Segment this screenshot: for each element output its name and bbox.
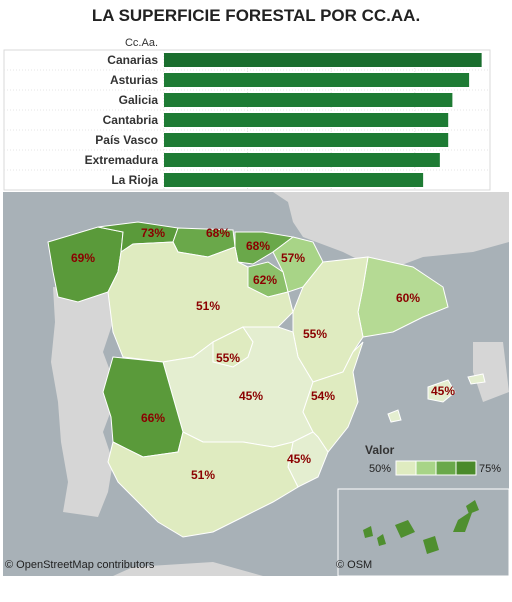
- legend-swatch: [435, 460, 457, 476]
- bar-category-label: Asturias: [110, 73, 158, 87]
- map-label-castilla-la-mancha: 45%: [239, 389, 263, 403]
- legend-swatch: [455, 460, 477, 476]
- map-label-baleares: 45%: [431, 384, 455, 398]
- map-label-país-vasco: 68%: [246, 239, 270, 253]
- map-label-la-rioja: 62%: [253, 273, 277, 287]
- map-labels: 69% 73% 68% 68% 57% 62% 51% 60% 55% 55% 45% 66% 54% 4…: [71, 226, 455, 482]
- bar-category-label: Canarias: [107, 53, 158, 67]
- bar-cantabria[interactable]: [164, 113, 449, 127]
- map-label-madrid: 55%: [216, 351, 240, 365]
- legend-swatches: [395, 460, 477, 476]
- region-navarra[interactable]: [272, 236, 324, 293]
- sardinia-land: [473, 342, 509, 402]
- bar-category-label: País Vasco: [95, 133, 158, 147]
- map-label-murcia: 45%: [287, 452, 311, 466]
- bar-category-label: La Rioja: [111, 173, 158, 187]
- map-label-castilla-y-león: 51%: [196, 299, 220, 313]
- bar-galicia[interactable]: [164, 93, 453, 107]
- menorca-island: [467, 373, 486, 385]
- region-baleares[interactable]: [427, 379, 456, 403]
- bar-category-label: Galicia: [119, 93, 159, 107]
- bar-category-label: Cantabria: [103, 113, 159, 127]
- region-valencia[interactable]: [302, 341, 364, 453]
- bar-panel-border: [3, 49, 491, 191]
- map-label-asturias: 73%: [141, 226, 165, 240]
- bar-chart: Cc.Aa. Canarias Asturias Galicia Cantabria P…: [3, 37, 491, 191]
- ibiza-island: [387, 409, 402, 423]
- bar-category-label: Extremadura: [85, 153, 159, 167]
- map-label-navarra: 57%: [281, 251, 305, 265]
- africa-land: [113, 562, 263, 576]
- portugal-land: [51, 287, 118, 517]
- map-label-cataluña: 60%: [396, 291, 420, 305]
- map-label-aragón: 55%: [303, 327, 327, 341]
- chart-title: LA SUPERFICIE FORESTAL POR CC.AA.: [91, 6, 421, 25]
- bar-extremadura[interactable]: [164, 153, 440, 167]
- forest-map[interactable]: 69% 73% 68% 68% 57% 62% 51% 60% 55% 55% 45% 66% 54% 4…: [3, 192, 509, 576]
- bar-asturias[interactable]: [164, 73, 470, 87]
- map-label-galicia: 69%: [71, 251, 95, 265]
- map-label-comunidad-valenciana: 54%: [311, 389, 335, 403]
- legend-swatch: [395, 460, 417, 476]
- bar-canarias[interactable]: [164, 53, 482, 67]
- bar-país-vasco[interactable]: [164, 133, 449, 147]
- bar-header: Cc.Aa.: [125, 37, 158, 49]
- legend-min-label: 50%: [369, 463, 391, 475]
- legend-max-label: 75%: [479, 463, 501, 475]
- attribution-osm-contributors[interactable]: © OpenStreetMap contributors: [5, 559, 155, 571]
- region-andalucia[interactable]: [107, 431, 299, 538]
- bar-rows: Canarias Asturias Galicia Cantabria País Vas…: [4, 53, 490, 187]
- map-svg: 69% 73% 68% 68% 57% 62% 51% 60% 55% 55% 45% 66% 54% 4…: [47, 192, 509, 576]
- bar-la-rioja[interactable]: [164, 173, 424, 187]
- map-label-cantabria: 68%: [206, 226, 230, 240]
- legend-swatch: [415, 460, 437, 476]
- legend-title: Valor: [365, 443, 395, 457]
- france-land: [273, 192, 509, 272]
- map-label-extremadura: 66%: [141, 411, 165, 425]
- map-label-andalucía: 51%: [191, 468, 215, 482]
- canarias-islands: [363, 500, 479, 554]
- attribution-osm[interactable]: © OSM: [336, 559, 373, 571]
